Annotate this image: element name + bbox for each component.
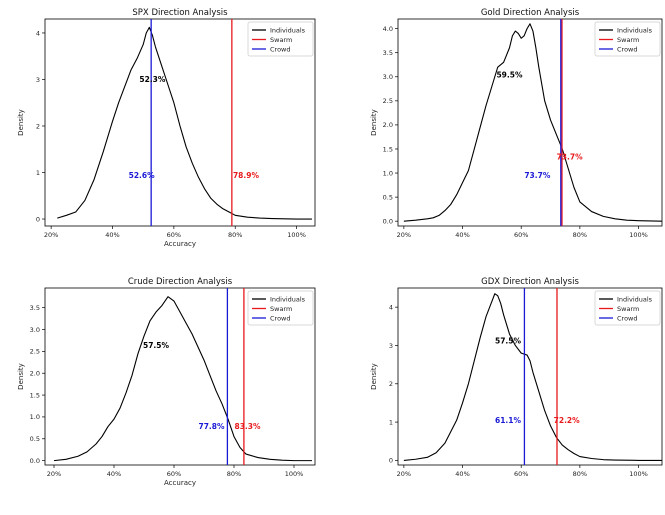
chart-panel-1: SPX Direction Analysis 20% 40% 60% 80% 100% 0 1… — [17, 8, 316, 248]
annotation-peak: 52.3% — [139, 75, 166, 84]
y-tick-label: 4 — [389, 303, 393, 311]
x-tick-label: 80% — [573, 470, 587, 478]
chart-title: Gold Direction Analysis — [481, 8, 580, 18]
annotation-peak: 57.5% — [495, 337, 522, 346]
x-tick-label: 20% — [44, 231, 58, 239]
y-axis-label: Density — [370, 109, 378, 136]
x-tick-label: 100% — [629, 470, 648, 478]
y-tick-label: 2.5 — [30, 348, 40, 356]
annotation-swarm: 78.9% — [233, 171, 260, 180]
x-tick-label: 80% — [573, 231, 587, 239]
x-tick-label: 20% — [397, 231, 411, 239]
legend-label: Individuals — [617, 26, 653, 34]
legend-label: Crowd — [617, 45, 638, 53]
x-tick-label: 100% — [287, 231, 306, 239]
y-tick-label: 3.5 — [30, 304, 40, 312]
y-tick-label: 0.0 — [30, 457, 40, 465]
y-tick-label: 2.0 — [30, 370, 40, 378]
y-tick-label: 0.0 — [383, 217, 393, 225]
chart-panel-2: Gold Direction Analysis 20% 40% 60% 80% 100% 0… — [370, 8, 663, 239]
y-tick-label: 3 — [36, 76, 40, 84]
legend-label: Individuals — [270, 295, 306, 303]
y-tick-label: 1.0 — [383, 169, 393, 177]
annotation-crowd: 52.6% — [129, 171, 156, 180]
x-tick-label: 20% — [397, 470, 411, 478]
annotation-crowd: 77.8% — [198, 422, 225, 431]
x-tick-label: 80% — [227, 470, 241, 478]
annotation-peak: 59.5% — [496, 71, 523, 80]
y-tick-label: 4 — [36, 29, 40, 37]
annotation-swarm: 72.2% — [554, 416, 581, 425]
x-tick-label: 60% — [167, 231, 181, 239]
y-tick-label: 3.0 — [30, 326, 40, 334]
series-line-individuals — [403, 293, 662, 461]
legend-label: Swarm — [617, 36, 639, 44]
series-line-individuals — [53, 296, 312, 462]
y-tick-label: 0.5 — [383, 193, 393, 201]
y-axis-label: Density — [17, 363, 25, 390]
chart-title: Crude Direction Analysis — [128, 277, 233, 287]
annotation-crowd: 61.1% — [495, 416, 522, 425]
y-tick-label: 2.0 — [383, 121, 393, 129]
y-tick-label: 3.0 — [383, 73, 393, 81]
legend-label: Swarm — [270, 36, 292, 44]
legend-label: Crowd — [617, 314, 638, 322]
annotation-swarm: 83.3% — [234, 422, 261, 431]
x-tick-label: 40% — [455, 470, 469, 478]
series-line-individuals — [403, 23, 663, 222]
x-tick-label: 60% — [514, 231, 528, 239]
y-tick-label: 1.5 — [30, 391, 40, 399]
y-tick-label: 3.5 — [383, 49, 393, 57]
annotation-peak: 57.5% — [143, 341, 170, 350]
x-axis-label: Accuracy — [164, 240, 196, 248]
y-tick-label: 0 — [36, 215, 40, 223]
y-tick-label: 2 — [36, 122, 40, 130]
annotation-crowd: 73.7% — [524, 171, 551, 180]
x-axis-label: Accuracy — [164, 479, 196, 487]
chart-panel-4: GDX Direction Analysis 20% 40% 60% 80% 100% 0 1… — [370, 277, 663, 478]
y-tick-label: 2.5 — [383, 97, 393, 105]
legend-label: Swarm — [270, 305, 292, 313]
x-tick-label: 20% — [47, 470, 61, 478]
x-tick-label: 40% — [107, 470, 121, 478]
x-tick-label: 40% — [105, 231, 119, 239]
y-tick-label: 3 — [389, 342, 393, 350]
y-axis-label: Density — [17, 109, 25, 136]
y-tick-label: 1 — [36, 169, 40, 177]
x-tick-label: 40% — [455, 231, 469, 239]
chart-title: SPX Direction Analysis — [132, 8, 228, 18]
y-tick-label: 0.5 — [30, 435, 40, 443]
x-tick-label: 80% — [228, 231, 242, 239]
annotation-swarm: 73.7% — [557, 153, 584, 162]
y-axis-label: Density — [370, 363, 378, 390]
legend-label: Swarm — [617, 305, 639, 313]
legend-label: Individuals — [270, 26, 306, 34]
y-tick-label: 0 — [389, 457, 393, 465]
y-tick-label: 4.0 — [383, 25, 393, 33]
y-tick-label: 2 — [389, 380, 393, 388]
x-tick-label: 60% — [514, 470, 528, 478]
x-tick-label: 60% — [167, 470, 181, 478]
legend-label: Crowd — [270, 314, 291, 322]
y-tick-label: 1.5 — [383, 145, 393, 153]
legend-label: Crowd — [270, 45, 291, 53]
legend-label: Individuals — [617, 295, 653, 303]
chart-title: GDX Direction Analysis — [481, 277, 579, 287]
x-tick-label: 100% — [629, 231, 648, 239]
y-tick-label: 1 — [389, 418, 393, 426]
chart-panel-3: Crude Direction Analysis 20% 40% 60% 80% 100%… — [17, 277, 316, 487]
x-tick-label: 100% — [285, 470, 304, 478]
y-tick-label: 1.0 — [30, 413, 40, 421]
